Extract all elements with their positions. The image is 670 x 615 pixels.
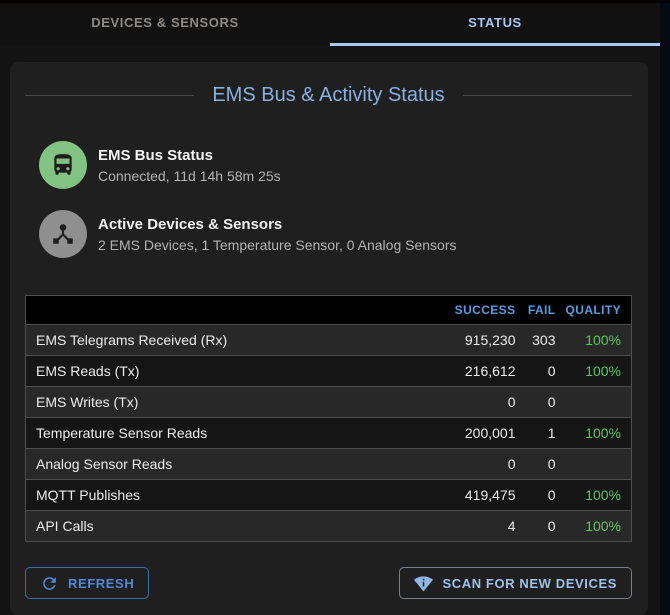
tab-bar: DEVICES & SENSORS STATUS [0,0,660,46]
stats-table-header-row: SUCCESS FAIL QUALITY [25,295,632,325]
cell-label: API Calls [36,518,94,534]
cell-fail: 303 [532,332,556,348]
cell-quality: 100% [585,487,621,503]
cell-label: MQTT Publishes [36,487,140,503]
cell-fail: 0 [547,518,556,534]
stats-table-body: EMS Telegrams Received (Rx) 915,230 303 100… [25,324,632,542]
header-fail: FAIL [527,303,556,317]
cell-success: 200,001 [464,425,516,441]
table-row: API Calls 4 0 100% [25,510,632,542]
cell-label: EMS Telegrams Received (Rx) [36,332,228,348]
cell-fail: 0 [547,487,556,503]
table-row: Analog Sensor Reads 0 0 [25,448,632,480]
active-devices-value: 2 EMS Devices, 1 Temperature Sensor, 0 A… [98,236,457,253]
window-top-edge [0,0,670,3]
cell-fail: 0 [547,456,556,472]
refresh-icon [43,576,56,590]
table-row: EMS Telegrams Received (Rx) 915,230 303 100… [25,324,632,356]
ems-bus-status-value: Connected, 11d 14h 58m 25s [98,167,281,184]
header-quality: QUALITY [565,303,621,317]
cell-quality: 100% [585,363,621,379]
cell-success: 216,612 [464,363,516,379]
table-row: EMS Writes (Tx) 0 0 [25,386,632,418]
cell-label: Temperature Sensor Reads [36,425,208,441]
active-devices-item: Active Devices & Sensors 2 EMS Devices, … [39,210,632,258]
cell-success: 915,230 [464,332,516,348]
window-right-edge [660,0,670,615]
cell-fail: 0 [547,363,556,379]
cell-success: 4 [507,518,516,534]
cell-success: 0 [507,394,516,410]
page-title: EMS Bus & Activity Status [25,84,632,107]
device-hub-icon [39,210,87,258]
tab-status[interactable]: STATUS [330,0,660,46]
cell-label: EMS Reads (Tx) [36,363,140,379]
table-row: Temperature Sensor Reads 200,001 1 100% [25,417,632,449]
cell-success: 419,475 [464,487,516,503]
bus-icon [39,141,87,189]
scan-button-label: SCAN FOR NEW DEVICES [442,575,617,591]
ems-bus-status-title: EMS Bus Status [98,146,214,164]
ems-bus-status-item: EMS Bus Status Connected, 11d 14h 58m 25… [39,141,632,189]
cell-success: 0 [507,456,516,472]
cell-fail: 1 [547,425,556,441]
refresh-button[interactable]: REFRESH [25,567,150,599]
header-success: SUCCESS [454,303,516,317]
status-panel: EMS Bus & Activity Status EMS Bus Status… [10,62,648,615]
stats-table: SUCCESS FAIL QUALITY EMS Telegrams Recei… [25,295,632,542]
cell-label: Analog Sensor Reads [36,456,173,472]
cell-quality [556,449,632,480]
table-row: MQTT Publishes 419,475 0 100% [25,479,632,511]
cell-quality [556,387,632,418]
cell-quality: 100% [585,332,621,348]
table-row: EMS Reads (Tx) 216,612 0 100% [25,355,632,387]
cell-label: EMS Writes (Tx) [36,394,139,410]
scan-for-new-devices-button[interactable]: SCAN FOR NEW DEVICES [399,567,632,599]
cell-quality: 100% [585,518,621,534]
button-row: REFRESH SCAN FOR NEW DEVICES [25,567,632,599]
scan-wifi-icon [414,575,434,591]
refresh-button-label: REFRESH [68,575,135,591]
cell-fail: 0 [547,394,556,410]
cell-quality: 100% [585,425,621,441]
tab-devices-sensors[interactable]: DEVICES & SENSORS [91,15,239,30]
header-metric [26,296,436,325]
active-devices-title: Active Devices & Sensors [98,215,283,233]
